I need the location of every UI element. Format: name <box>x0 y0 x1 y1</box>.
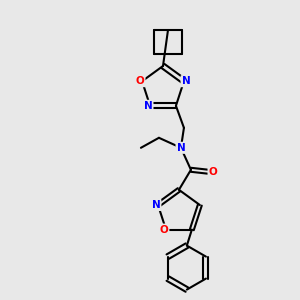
Text: N: N <box>177 143 185 153</box>
Text: O: O <box>136 76 145 86</box>
Text: O: O <box>208 167 217 177</box>
Text: N: N <box>182 76 190 86</box>
Text: O: O <box>160 225 168 235</box>
Text: N: N <box>144 101 152 111</box>
Text: N: N <box>152 200 160 210</box>
